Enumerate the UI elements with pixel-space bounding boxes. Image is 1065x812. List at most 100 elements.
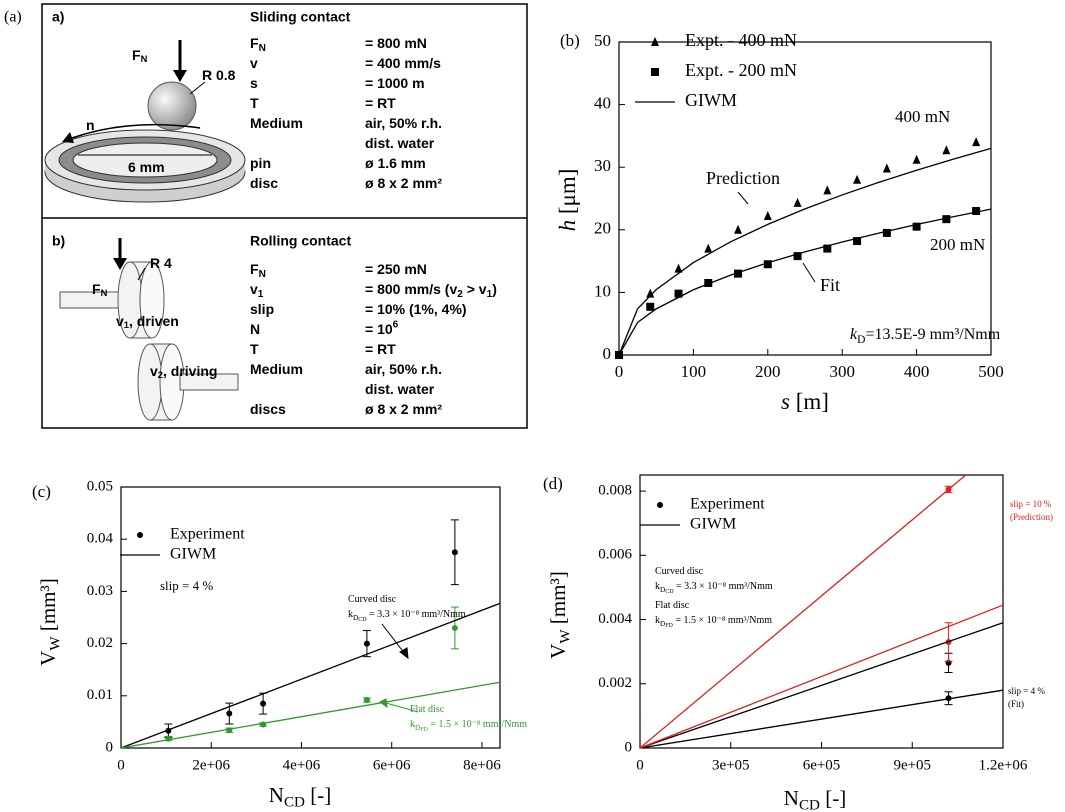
row-label: slip xyxy=(250,301,274,317)
row-label: s xyxy=(250,75,258,91)
row-value: = 250 mN xyxy=(365,261,427,277)
text-part: v xyxy=(250,281,258,297)
text-part: discs xyxy=(250,401,286,417)
marker xyxy=(882,163,891,173)
text-part: v xyxy=(116,313,124,329)
marker xyxy=(657,502,663,508)
marker xyxy=(646,288,655,298)
marker xyxy=(763,260,772,269)
text-part: [mm³] xyxy=(546,571,570,629)
y-axis-label: VW [mm³] xyxy=(546,571,574,659)
text-part: 400 mN xyxy=(895,107,950,126)
text-part: k xyxy=(655,581,660,592)
marker xyxy=(734,224,743,234)
y-tick-label: 30 xyxy=(594,156,611,175)
marker xyxy=(363,640,370,647)
marker xyxy=(882,228,891,237)
text-part: D xyxy=(660,586,665,594)
row-value: air, 50% r.h. xyxy=(365,115,442,131)
text-part: air, 50% r.h. xyxy=(365,115,442,131)
text-part: slip = 10 % xyxy=(1010,499,1052,509)
y-tick-label: 0.03 xyxy=(87,583,113,599)
text-part: k xyxy=(655,615,660,626)
annotation: Fit xyxy=(820,275,840,295)
text-part: = 800 mm/s (v xyxy=(365,281,457,297)
text-part: = RT xyxy=(365,341,396,357)
legend-label: Experiment xyxy=(690,496,765,513)
row-label: Medium xyxy=(250,115,303,131)
annotation: slip = 10 % xyxy=(1010,499,1052,509)
text-part: = 250 mN xyxy=(365,261,427,277)
marker xyxy=(674,289,683,298)
text-part: D xyxy=(353,614,358,622)
annotation: Curved disc xyxy=(655,566,704,577)
figure-label: n xyxy=(86,117,95,133)
x-tick-label: 2e+06 xyxy=(192,757,230,773)
fit-line xyxy=(120,602,501,749)
panel-label: (b) xyxy=(560,31,580,50)
text-part: T xyxy=(250,95,259,111)
y-axis-label: VW [mm³] xyxy=(36,578,64,666)
text-part: = RT xyxy=(365,95,396,111)
text-part: n xyxy=(86,117,95,133)
text-part: = 800 mN xyxy=(365,35,427,51)
text-part: Curved disc xyxy=(655,566,704,577)
text-part: [μm] xyxy=(555,169,580,220)
x-tick-label: 9e+05 xyxy=(893,757,931,773)
x-tick-label: 300 xyxy=(829,362,855,381)
text-part: FD xyxy=(420,727,428,733)
row-value: air, 50% r.h. xyxy=(365,361,442,377)
y-tick-label: 0.05 xyxy=(87,478,113,494)
marker xyxy=(793,197,802,207)
legend-label: GIWM xyxy=(170,546,216,563)
marker xyxy=(646,302,655,311)
marker xyxy=(363,696,370,703)
x-axis-label: s [m] xyxy=(781,389,829,414)
text-part: 6 xyxy=(393,319,399,330)
y-tick-label: 0.008 xyxy=(598,482,632,498)
row-label: N xyxy=(250,321,260,337)
text-part: Prediction xyxy=(706,168,780,188)
text-part: = 400 mm/s xyxy=(365,55,441,71)
text-part: CD xyxy=(665,589,674,595)
text-part: CD xyxy=(358,617,367,623)
marker xyxy=(451,624,458,631)
text-part: N xyxy=(101,288,108,298)
marker xyxy=(260,700,267,707)
row-label: Medium xyxy=(250,361,303,377)
row-value: = 400 mm/s xyxy=(365,55,441,71)
text-part: V xyxy=(36,651,60,666)
x-tick-label: 0 xyxy=(615,362,624,381)
text-part: ) xyxy=(492,281,497,297)
row-label: FN xyxy=(250,35,266,54)
text-part: v xyxy=(250,55,258,71)
text-part: Medium xyxy=(250,115,303,131)
text-part: Flat disc xyxy=(410,704,445,715)
y-tick-label: 0.002 xyxy=(598,675,632,691)
text-part: FD xyxy=(665,623,673,629)
annotation: Prediction xyxy=(706,168,780,188)
marker xyxy=(137,532,143,538)
marker xyxy=(942,145,951,155)
text-part: > v xyxy=(463,281,487,297)
annotation: Curved disc xyxy=(348,594,397,605)
text-part: 200 mN xyxy=(930,235,985,254)
row-value: = 800 mm/s (v2 > v1) xyxy=(365,281,497,300)
row-value: ø 8 x 2 mm² xyxy=(365,401,442,417)
marker xyxy=(823,244,832,253)
y-tick-label: 0.01 xyxy=(87,687,113,703)
text-part: ø 8 x 2 mm² xyxy=(365,401,442,417)
row-value: ø 1.6 mm xyxy=(365,155,426,171)
text-part: D xyxy=(660,620,665,628)
y-tick-label: 0 xyxy=(603,344,612,363)
text-part: T xyxy=(250,341,259,357)
figure-label: FN xyxy=(92,281,108,299)
annotation: (Fit) xyxy=(1008,699,1024,709)
marker xyxy=(853,174,862,184)
fit-line xyxy=(618,147,992,356)
text-part: F xyxy=(250,261,259,277)
text-part: = 10% (1%, 4%) xyxy=(365,301,467,317)
legend-label: Experiment xyxy=(170,526,245,543)
row-value: = 106 xyxy=(365,319,399,337)
y-tick-label: 10 xyxy=(594,281,611,300)
